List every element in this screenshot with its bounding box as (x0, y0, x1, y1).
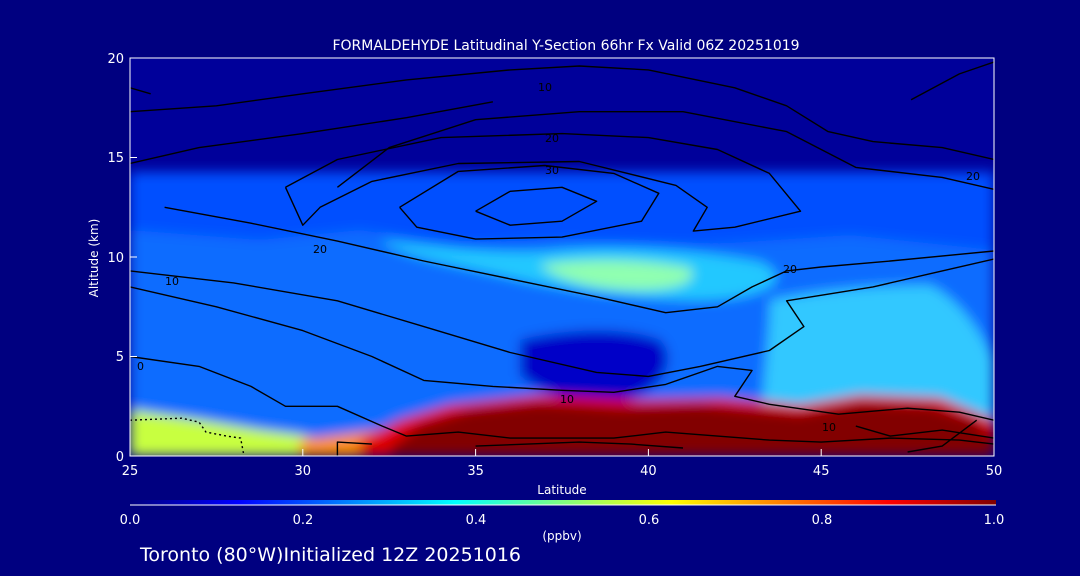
x-tick-label: 45 (813, 464, 830, 479)
contour-line (130, 286, 994, 421)
station-init-text: Toronto (80°W)Initialized 12Z 20251016 (139, 544, 521, 566)
field-surface-yellow (130, 410, 320, 456)
contour-label: 0 (137, 360, 144, 373)
contour-line (475, 186, 598, 226)
contour-line (164, 206, 994, 314)
colorbar-gradient (130, 500, 996, 505)
y-tick-label: 5 (116, 350, 124, 365)
contour-line (907, 419, 978, 453)
y-axis: 0 5 10 15 20 Altitude (km) (87, 52, 137, 465)
contour-line (130, 417, 245, 456)
contour-line (130, 87, 151, 95)
contour-label: 20 (966, 170, 980, 183)
field-dark-core (520, 330, 668, 402)
contour-line (130, 65, 994, 161)
colorbar-tick-label: 0.2 (293, 513, 314, 528)
contour-label: 10 (560, 393, 574, 406)
x-tick-label: 35 (467, 464, 484, 479)
contour-line (475, 441, 684, 449)
contour-lines (130, 61, 994, 456)
contour-labels: 10 20 30 20 10 0 10 10 20 20 (137, 81, 980, 434)
colorbar-tick-label: 1.0 (984, 513, 1005, 528)
contour-line (284, 132, 802, 232)
field-surface-darkred (390, 403, 994, 456)
x-axis-label: Latitude (537, 483, 586, 497)
colorbar: 0.0 0.2 0.4 0.6 0.8 1.0 (ppbv) (120, 500, 1005, 543)
contour-line (399, 164, 660, 240)
contour-label: 20 (545, 132, 559, 145)
colorbar-tick-label: 0.6 (639, 513, 660, 528)
contour-line (130, 258, 994, 378)
x-tick-label: 30 (295, 464, 312, 479)
contour-line (130, 101, 494, 165)
field-bright-ridge (540, 260, 693, 290)
y-axis-label: Altitude (km) (87, 219, 101, 298)
colorbar-unit-label: (ppbv) (542, 529, 581, 543)
y-tick-label: 10 (107, 251, 124, 266)
colorbar-tick-label: 0.4 (466, 513, 487, 528)
x-tick-label: 25 (122, 464, 139, 479)
contour-label: 20 (783, 263, 797, 276)
plot-area: 10 20 30 20 10 0 10 10 20 20 (130, 58, 994, 456)
concentration-field (130, 172, 994, 456)
contour-label: 30 (545, 164, 559, 177)
x-axis: 25 30 35 40 45 50 Latitude (122, 449, 1003, 497)
y-tick-label: 20 (107, 52, 124, 67)
y-tick-label: 15 (107, 151, 124, 166)
contour-line (336, 111, 994, 190)
contour-label: 10 (165, 275, 179, 288)
colorbar-tick-label: 0.0 (120, 513, 141, 528)
colorbar-tick-label: 0.8 (812, 513, 833, 528)
y-tick-label: 0 (116, 450, 124, 465)
contour-label: 10 (822, 421, 836, 434)
contour-line (910, 61, 994, 101)
contour-line (130, 355, 994, 445)
chart-title: FORMALDEHYDE Latitudinal Y-Section 66hr … (332, 38, 799, 54)
contour-line (855, 425, 994, 439)
x-tick-label: 50 (986, 464, 1003, 479)
contour-label: 20 (313, 243, 327, 256)
x-tick-label: 40 (640, 464, 657, 479)
contour-label: 10 (538, 81, 552, 94)
contour-line (336, 441, 372, 456)
